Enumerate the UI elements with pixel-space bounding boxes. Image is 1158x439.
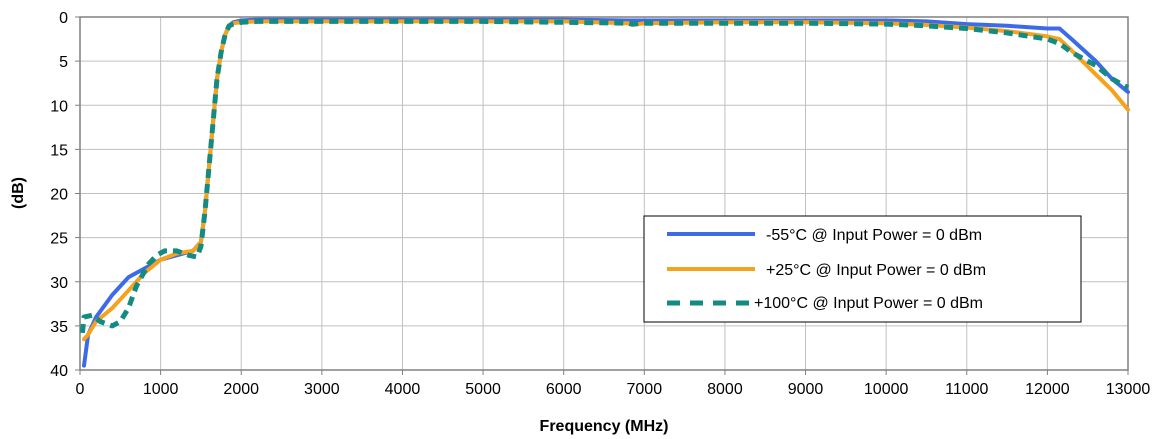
x-tick-label: 1000 — [143, 381, 179, 398]
y-tick-label: 35 — [50, 319, 68, 336]
series-line-2 — [79, 18, 1130, 334]
y-tick-label: 20 — [50, 187, 68, 204]
y-tick-label: 0 — [59, 10, 68, 27]
x-tick-label: 11000 — [945, 381, 988, 398]
legend-label-2: +100°C @ Input Power = 0 dBm — [754, 295, 983, 312]
y-tick-label: 10 — [50, 98, 68, 115]
series-layer — [79, 17, 1130, 368]
y-tick-label: 25 — [50, 231, 68, 248]
x-tick-label: 3000 — [304, 381, 340, 398]
y-tick-label: 40 — [50, 363, 68, 380]
axes: 0 1000 2000 3000 4000 5000 6000 7000 8000 9000 100… — [50, 10, 1150, 398]
x-tick-label: 2000 — [223, 381, 259, 398]
grid — [80, 17, 1128, 370]
y-tick-label: 15 — [50, 142, 68, 159]
legend-label-0: -55°C @ Input Power = 0 dBm — [766, 227, 982, 244]
x-tick-label: 9000 — [788, 381, 824, 398]
x-tick-label: 10000 — [864, 381, 909, 398]
x-tick-label: 12000 — [1025, 381, 1070, 398]
x-tick-label: 8000 — [707, 381, 743, 398]
x-tick-label: 4000 — [385, 381, 421, 398]
legend-label-1: +25°C @ Input Power = 0 dBm — [766, 262, 986, 279]
legend: -55°C @ Input Power = 0 dBm +25°C @ Inpu… — [643, 215, 1082, 323]
y-axis-title: (dB) — [10, 177, 27, 209]
x-tick-label: 6000 — [546, 381, 582, 398]
y-tick-label: 5 — [59, 54, 68, 71]
x-tick-label: 5000 — [465, 381, 501, 398]
y-tick-label: 30 — [50, 275, 68, 292]
x-tick-label: 13000 — [1106, 381, 1151, 398]
x-tick-label: 0 — [76, 381, 85, 398]
x-axis-title: Frequency (MHz) — [540, 418, 669, 435]
x-tick-label: 7000 — [627, 381, 663, 398]
